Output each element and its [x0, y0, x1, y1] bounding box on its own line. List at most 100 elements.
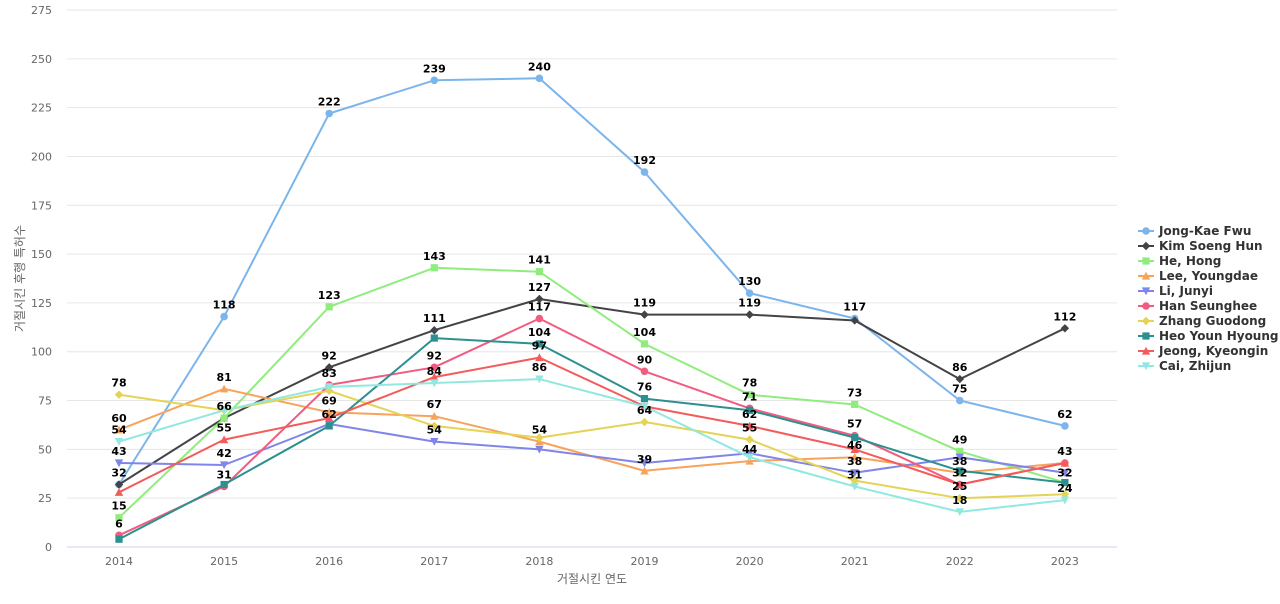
legend-item[interactable]: Zhang Guodong: [1138, 314, 1266, 328]
legend-item[interactable]: Jeong, Kyeongin: [1138, 344, 1268, 358]
data-label: 117: [843, 301, 866, 314]
data-point: [851, 400, 859, 409]
data-point: [430, 363, 439, 372]
legend-marker: [1141, 346, 1151, 355]
legend-item[interactable]: Heo Youn Hyoung: [1138, 329, 1278, 343]
data-label: 54: [427, 424, 443, 437]
data-label: 111: [423, 312, 446, 325]
legend-marker: [1141, 287, 1151, 296]
data-point: [325, 383, 334, 392]
data-point: [745, 421, 754, 430]
x-tick-label: 2019: [631, 555, 659, 568]
data-label: 31: [847, 468, 862, 481]
legend-item[interactable]: Li, Junyi: [1138, 284, 1213, 298]
data-label: 64: [637, 404, 653, 417]
data-point: [640, 402, 649, 411]
legend-marker: [1141, 316, 1151, 326]
data-label: 60: [111, 412, 127, 425]
data-point: [535, 268, 543, 276]
data-label: 240: [528, 60, 551, 73]
data-label: 83: [322, 367, 337, 380]
data-label: 38: [952, 455, 967, 468]
x-tick-label: 2014: [105, 555, 133, 568]
data-label: 119: [738, 297, 761, 310]
data-label: 39: [637, 453, 652, 466]
legend-label: Jeong, Kyeongin: [1158, 344, 1268, 358]
y-tick-label: 250: [31, 53, 52, 66]
series-line: [118, 423, 1066, 474]
data-label: 69: [322, 394, 337, 407]
data-point: [850, 452, 859, 461]
data-point: [430, 411, 439, 420]
data-point: [851, 434, 859, 442]
data-point: [114, 488, 124, 496]
y-tick-label: 75: [38, 395, 52, 408]
data-label: 71: [742, 390, 757, 403]
data-point: [745, 310, 754, 319]
data-point: [956, 467, 964, 475]
data-point: [114, 390, 124, 399]
data-point: [219, 435, 229, 444]
data-point: [745, 289, 754, 297]
data-point: [850, 476, 859, 485]
data-label: 81: [216, 371, 231, 384]
legend-marker: [1142, 302, 1150, 310]
legend-label: Heo Youn Hyoung: [1159, 329, 1278, 343]
data-point: [535, 314, 544, 323]
data-point: [114, 425, 124, 434]
data-label: 222: [318, 95, 341, 108]
data-label: 84: [427, 365, 443, 378]
data-point: [430, 379, 439, 388]
legend-item[interactable]: Han Seunghee: [1138, 299, 1257, 313]
legend-item[interactable]: Cai, Zhijun: [1138, 359, 1231, 373]
data-point: [955, 453, 964, 462]
series-line: [118, 317, 1066, 537]
data-label: 86: [532, 361, 548, 374]
legend-marker: [1141, 362, 1151, 371]
data-point: [1060, 324, 1070, 333]
data-point: [114, 480, 124, 489]
data-label: 192: [633, 154, 656, 167]
data-point: [535, 433, 544, 442]
data-point: [535, 294, 544, 304]
data-label: 112: [1053, 310, 1076, 323]
data-label: 104: [528, 326, 551, 339]
legend-item[interactable]: Jong-Kae Fwu: [1138, 224, 1251, 238]
series-lines: [114, 74, 1070, 543]
data-point: [325, 408, 334, 416]
data-point: [219, 461, 229, 470]
data-point: [640, 367, 649, 376]
data-label: 117: [528, 301, 551, 314]
data-point: [430, 264, 438, 272]
data-point: [955, 508, 964, 517]
data-point: [220, 414, 228, 422]
x-tick-label: 2023: [1051, 555, 1079, 568]
y-tick-label: 200: [31, 150, 52, 163]
x-tick-label: 2021: [841, 555, 869, 568]
data-point: [535, 353, 544, 362]
data-point: [430, 326, 439, 335]
data-point: [850, 469, 859, 477]
data-label: 32: [952, 467, 967, 480]
series-line: [118, 378, 1066, 513]
legend-item[interactable]: He, Hong: [1138, 254, 1221, 268]
data-point: [745, 435, 754, 444]
data-label: 143: [423, 250, 446, 263]
data-label: 78: [742, 377, 757, 390]
legend-marker: [1141, 271, 1151, 280]
series-line: [118, 77, 1066, 486]
x-tick-label: 2022: [946, 555, 974, 568]
data-point: [640, 394, 649, 403]
legend-item[interactable]: Kim Soeng Hun: [1138, 239, 1263, 253]
data-point: [850, 445, 859, 453]
x-axis-title: 거절시킨 연도: [557, 572, 627, 586]
data-point: [956, 447, 964, 455]
legend-item[interactable]: Lee, Youngdae: [1138, 269, 1258, 283]
data-label: 118: [213, 299, 236, 312]
data-point: [430, 437, 439, 446]
x-tick-label: 2020: [736, 555, 764, 568]
legend-marker: [1142, 332, 1150, 340]
data-label: 78: [111, 377, 126, 390]
